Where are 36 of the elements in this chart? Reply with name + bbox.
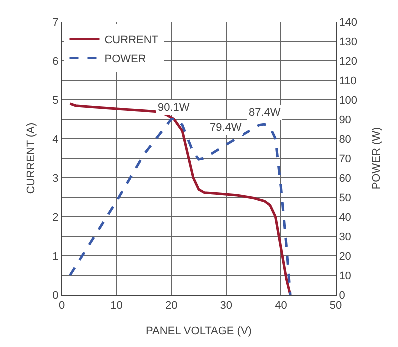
legend-label: POWER	[104, 54, 146, 66]
x-tick-label: 50	[330, 300, 342, 312]
annotation: 79.4W	[210, 122, 242, 134]
y2-tick-label: 70	[339, 153, 352, 166]
x-tick-label: 40	[275, 300, 288, 312]
x-axis-title: PANEL VOLTAGE (V)	[146, 325, 252, 338]
y-axis-title: CURRENT (A)	[25, 122, 38, 194]
y2-tick-label: 40	[339, 212, 352, 224]
y2-tick-label: 120	[339, 56, 358, 68]
annotation: 90.1W	[158, 102, 190, 114]
y2-tick-label: 20	[339, 250, 352, 263]
x-tick-label: 20	[165, 300, 178, 312]
y-tick-label: 3	[52, 172, 59, 185]
y-tick-label: 2	[52, 212, 59, 224]
y-tick-label: 5	[52, 94, 59, 107]
y2-tick-label: 50	[339, 192, 352, 204]
y2-tick-label: 100	[339, 94, 358, 107]
y-tick-label: 4	[52, 134, 59, 146]
y-tick-label: 1	[52, 250, 59, 263]
y2-axis-title: POWER (W)	[370, 127, 383, 190]
y2-tick-label: 60	[339, 172, 352, 185]
y2-tick-label: 80	[339, 134, 352, 146]
y2-tick-label: 140	[339, 16, 358, 29]
y-tick-label: 7	[52, 16, 59, 29]
y2-tick-label: 90	[339, 114, 352, 126]
x-tick-label: 30	[220, 300, 233, 312]
y2-tick-label: 130	[339, 36, 358, 48]
legend-label: CURRENT	[104, 34, 159, 47]
y2-tick-label: 0	[339, 290, 346, 302]
y-tick-label: 6	[52, 56, 59, 68]
y2-tick-label: 30	[339, 231, 352, 244]
annotation: 87.4W	[249, 107, 282, 119]
y2-tick-label: 10	[339, 270, 352, 282]
x-tick-label: 10	[110, 300, 123, 312]
y2-tick-label: 110	[339, 75, 357, 88]
y-tick-label: 0	[52, 290, 59, 302]
